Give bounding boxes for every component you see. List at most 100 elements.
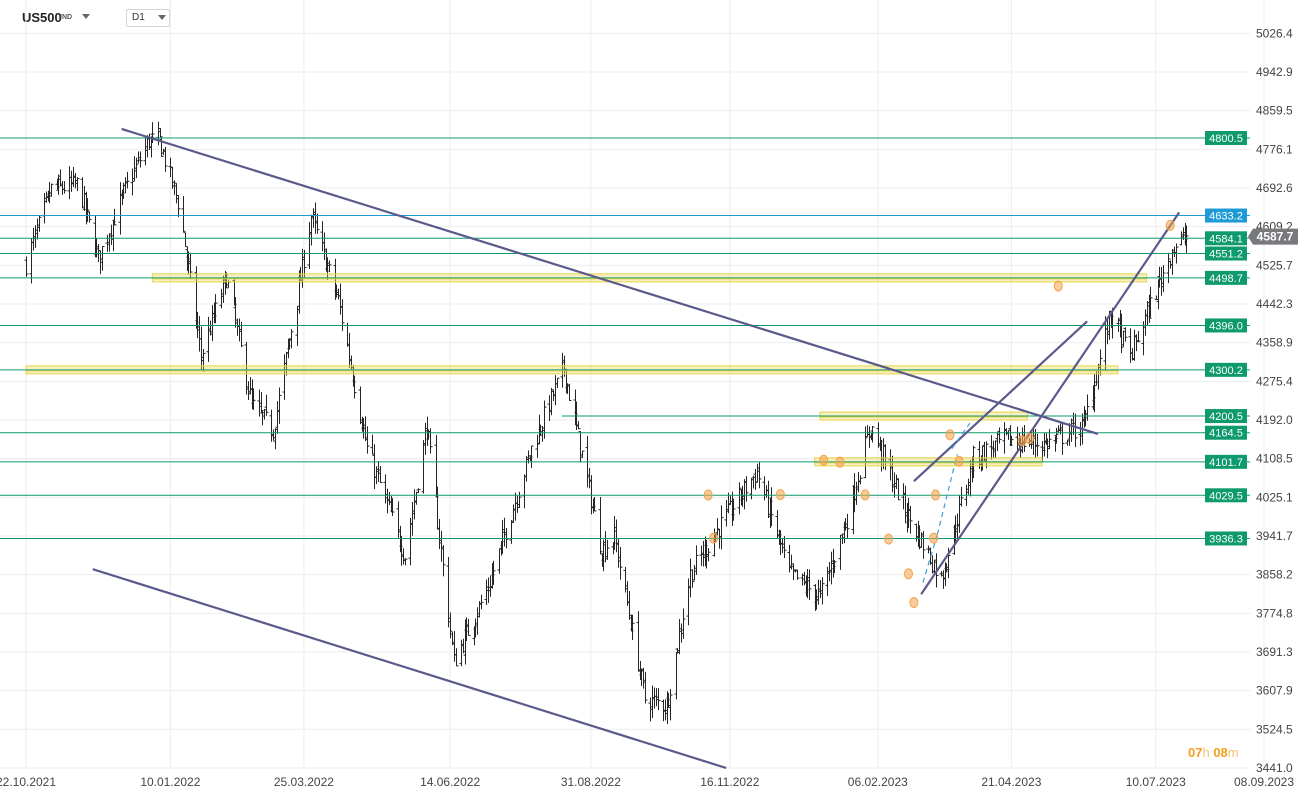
- trendline[interactable]: [913, 320, 1088, 482]
- markers: [703, 219, 1175, 609]
- candle: [42, 193, 47, 224]
- candle: [260, 411, 265, 426]
- candle: [1132, 329, 1137, 361]
- candle: [744, 476, 749, 502]
- touch-marker: [1165, 219, 1175, 231]
- candle: [491, 560, 496, 585]
- candle: [125, 171, 130, 189]
- candle: [497, 548, 502, 574]
- candle: [277, 387, 282, 424]
- candle: [385, 488, 390, 514]
- candle: [807, 569, 812, 600]
- candle: [347, 332, 352, 368]
- candle: [1154, 295, 1159, 300]
- candle: [616, 538, 621, 568]
- level-tag-bg: [1205, 362, 1247, 377]
- candle: [1069, 418, 1074, 442]
- level-tag-bg: [1205, 131, 1247, 146]
- trendline[interactable]: [121, 127, 1099, 435]
- timeframe-select[interactable]: D1: [126, 9, 170, 27]
- level-tag-label: 4200.5: [1209, 411, 1243, 423]
- candle: [1141, 321, 1146, 356]
- candle: [692, 564, 697, 581]
- candle: [668, 689, 673, 721]
- candle: [1047, 429, 1052, 450]
- candle: [387, 491, 392, 506]
- candle: [1145, 301, 1150, 326]
- touch-marker: [775, 489, 785, 501]
- trendline[interactable]: [920, 211, 1181, 595]
- candle: [1170, 249, 1175, 275]
- candle: [782, 536, 787, 558]
- touch-marker: [1017, 435, 1027, 447]
- candle: [376, 461, 381, 483]
- candle: [547, 395, 552, 421]
- trendline[interactable]: [92, 568, 727, 770]
- candle: [870, 425, 875, 443]
- candle: [511, 504, 516, 524]
- candle: [515, 496, 520, 513]
- candle: [589, 475, 594, 515]
- candle: [201, 348, 206, 372]
- candle: [715, 518, 720, 536]
- x-axis: 22.10.2021 10.01.2022 25.03.2022 14.06.2022…: [0, 775, 1294, 789]
- candle: [1147, 294, 1152, 323]
- y-tick-label: 3858.2: [1256, 568, 1293, 582]
- candle: [62, 181, 67, 194]
- candle: [901, 483, 906, 510]
- touch-marker: [1024, 433, 1034, 445]
- symbol-dropdown-icon[interactable]: [82, 14, 90, 19]
- candle: [1085, 394, 1090, 421]
- y-tick-label: 4358.9: [1256, 336, 1293, 350]
- candle: [1161, 265, 1166, 293]
- candle: [251, 388, 256, 411]
- candle: [183, 232, 188, 248]
- candle: [876, 422, 881, 448]
- level-tag-label: 3936.3: [1209, 533, 1243, 545]
- candle: [1116, 317, 1121, 332]
- candle: [845, 513, 850, 538]
- candle: [412, 489, 417, 520]
- candle: [100, 246, 105, 271]
- current-price-tag: 4587.7: [1248, 228, 1298, 245]
- touch-marker: [860, 489, 870, 501]
- timeframe-dropdown-icon: [158, 15, 166, 20]
- candle: [984, 441, 989, 469]
- candle: [365, 426, 370, 454]
- candle: [210, 305, 215, 342]
- candle: [112, 208, 117, 226]
- candle: [452, 630, 457, 662]
- candle: [24, 256, 29, 277]
- candle: [959, 486, 964, 507]
- candle: [1042, 433, 1047, 457]
- countdown-hours-unit: h: [1202, 745, 1210, 760]
- candle: [926, 545, 931, 554]
- candle: [475, 607, 480, 635]
- candle: [188, 252, 193, 280]
- candle: [197, 316, 202, 352]
- candle: [755, 463, 760, 483]
- candle: [282, 354, 287, 400]
- candle: [630, 614, 635, 640]
- y-tick-label: 4275.4: [1256, 374, 1293, 388]
- candle: [555, 377, 560, 389]
- candle: [791, 563, 796, 581]
- candle: [627, 590, 632, 620]
- dashed-trendline[interactable]: [951, 422, 971, 450]
- level-tag-label: 4551.2: [1209, 249, 1243, 261]
- x-tick-label: 16.11.2022: [700, 775, 759, 789]
- y-tick-label: 4108.5: [1256, 452, 1293, 466]
- dashed-trendline[interactable]: [936, 454, 958, 535]
- candle: [401, 548, 406, 565]
- candle: [636, 611, 641, 672]
- symbol-name[interactable]: US500: [22, 10, 62, 25]
- current-price-label: 4587.7: [1257, 230, 1294, 244]
- level-tag-4164.5: 4164.5: [1205, 425, 1247, 440]
- candle: [1054, 427, 1059, 444]
- candle: [213, 294, 218, 324]
- candle: [459, 639, 464, 667]
- level-tag-bg: [1205, 531, 1247, 546]
- candle: [309, 214, 314, 246]
- candle: [742, 479, 747, 510]
